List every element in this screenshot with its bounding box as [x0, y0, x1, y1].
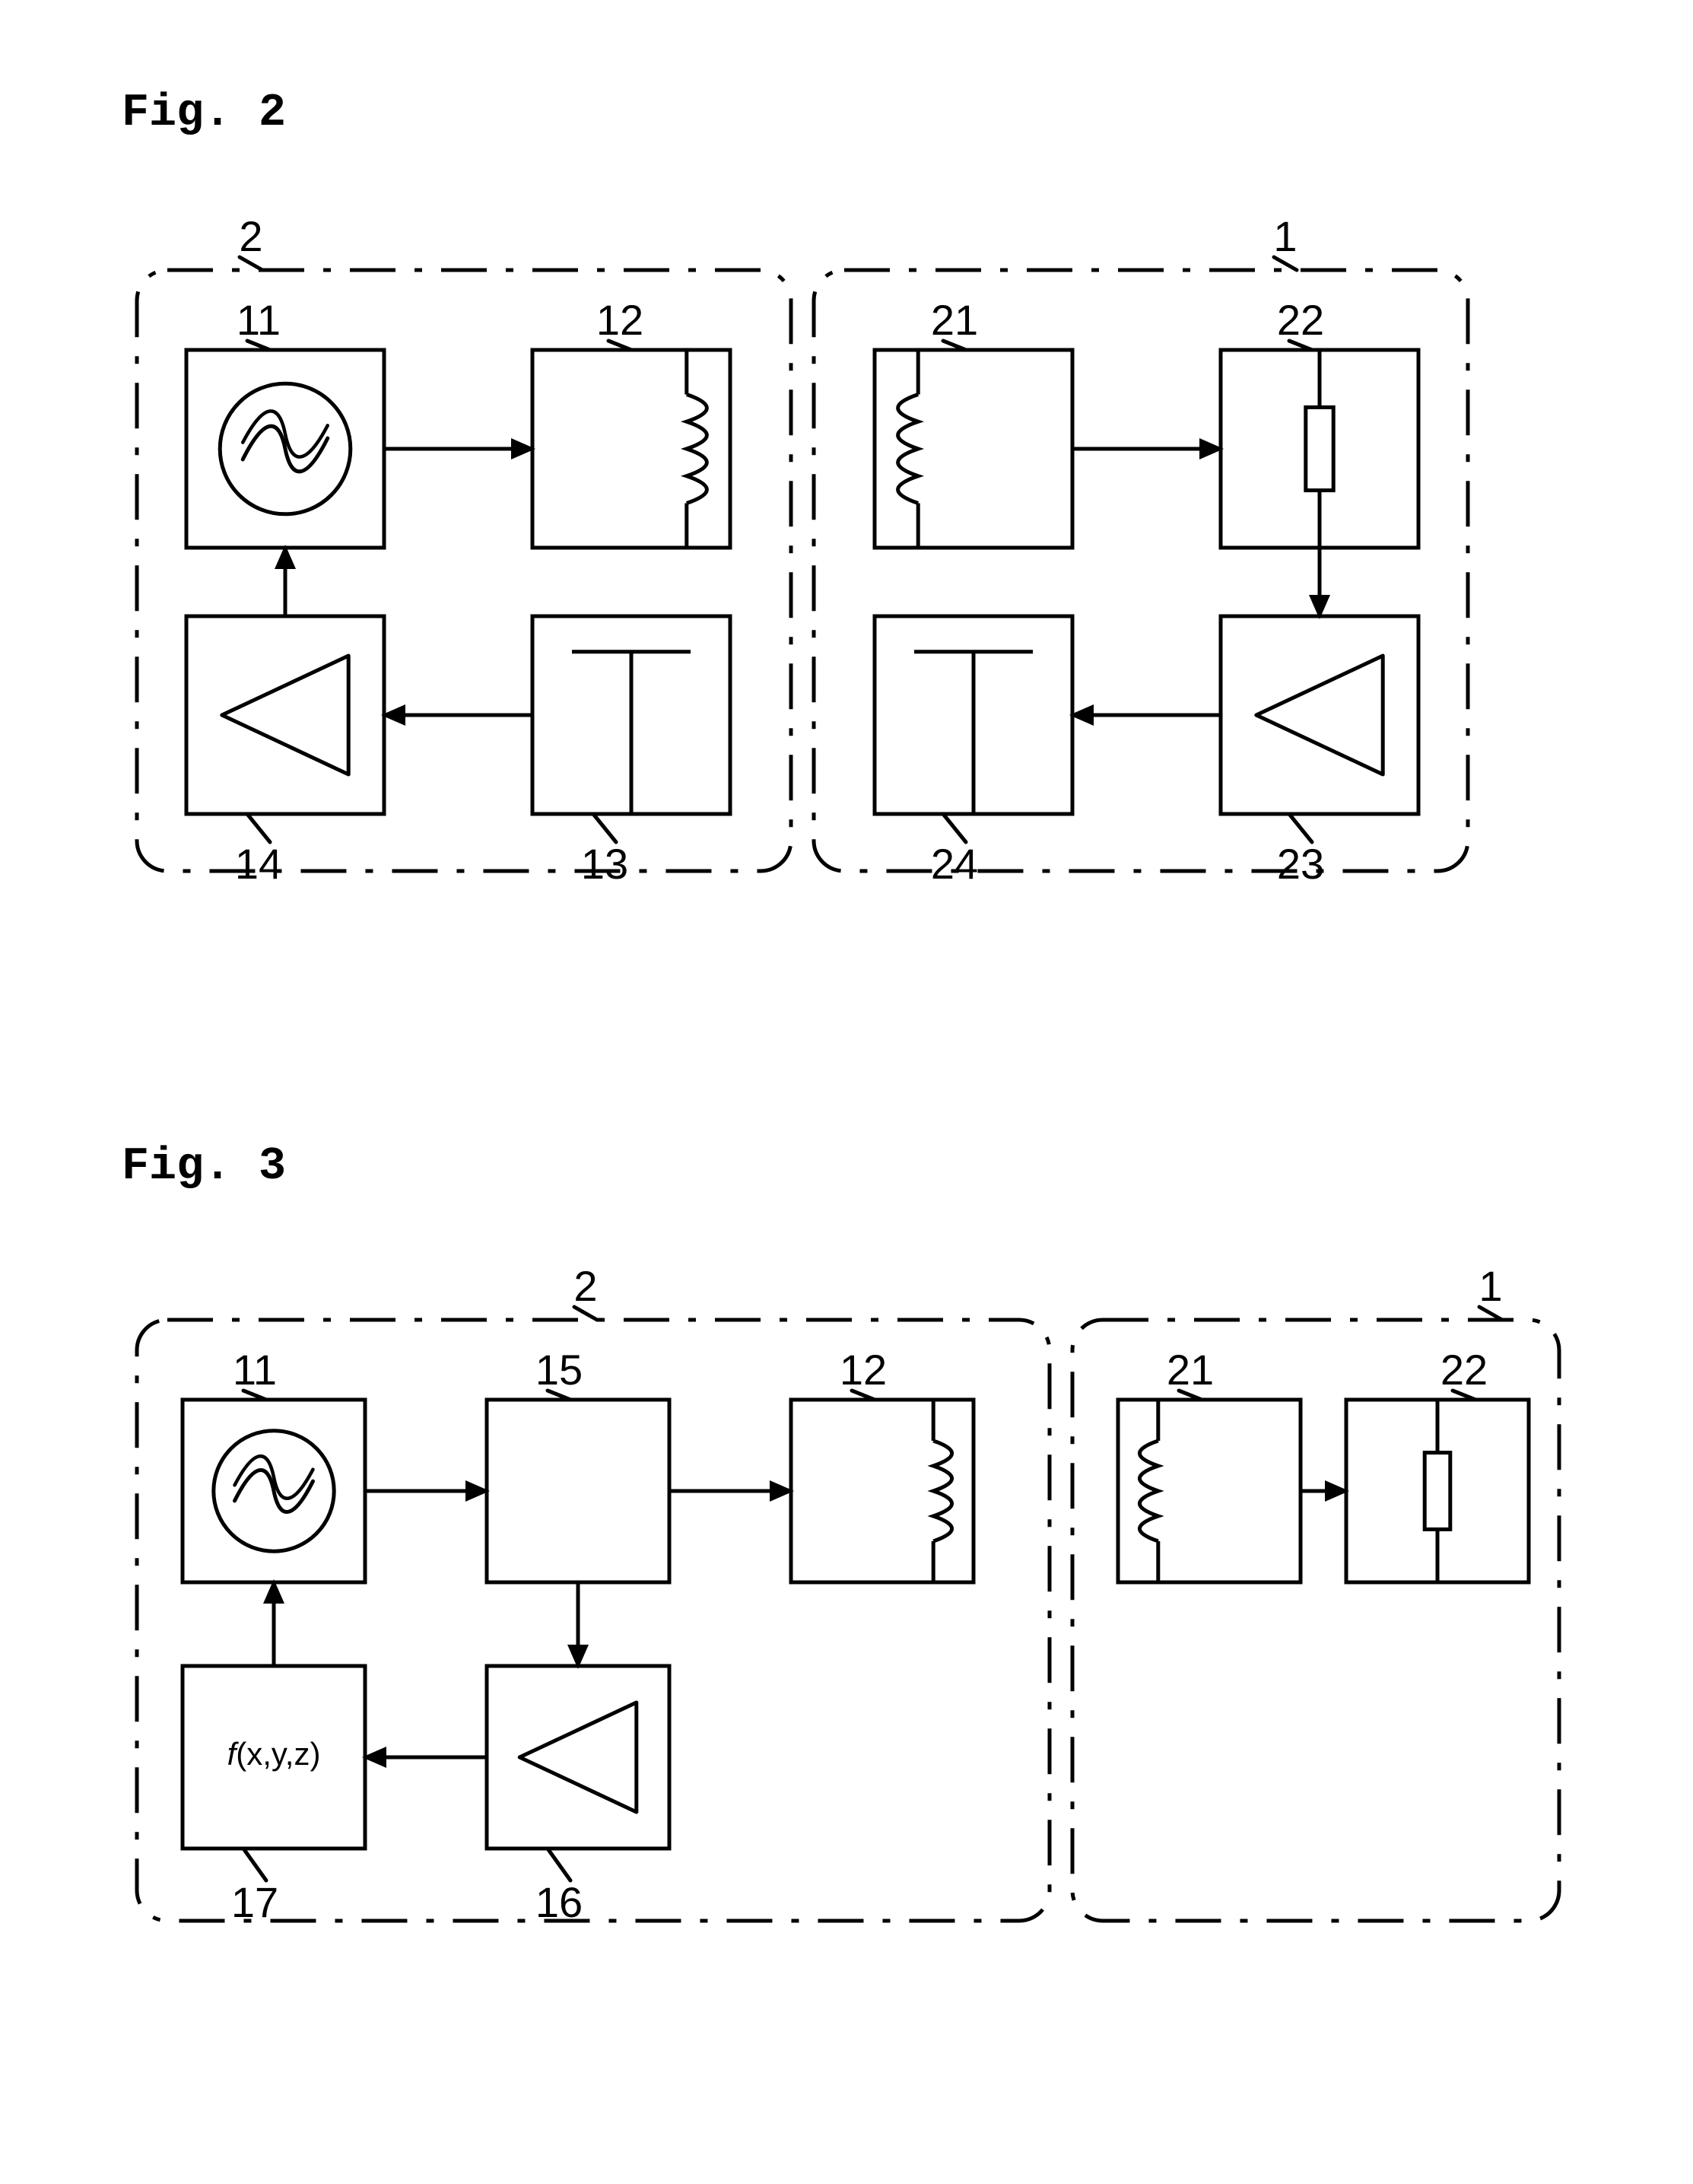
node-label-12: 12 — [840, 1346, 887, 1394]
node-21 — [1118, 1400, 1301, 1582]
group-label-1: 1 — [1479, 1262, 1502, 1310]
node-label-16: 16 — [535, 1878, 583, 1926]
node-label-14: 14 — [235, 840, 282, 888]
node-label-11: 11 — [237, 296, 281, 344]
node-label-12: 12 — [596, 296, 643, 344]
node-15 — [487, 1400, 669, 1582]
node-14 — [186, 616, 384, 814]
node-21 — [875, 350, 1072, 548]
fxyz-text: f(x,y,z) — [227, 1736, 321, 1772]
node-16 — [487, 1666, 669, 1849]
node-label-17: 17 — [231, 1878, 278, 1926]
node-12 — [791, 1400, 974, 1582]
node-label-11: 11 — [233, 1346, 277, 1394]
diagram-canvas: 21111213142122232421f(x,y,z)111215161721… — [0, 0, 1693, 2184]
page: Fig. 2 Fig. 3 21111213142122232421f(x,y,… — [0, 0, 1693, 2184]
node-23 — [1221, 616, 1418, 814]
group-label-1: 1 — [1273, 212, 1297, 260]
node-label-24: 24 — [931, 840, 978, 888]
node-label-21: 21 — [1167, 1346, 1214, 1394]
node-label-22: 22 — [1277, 296, 1324, 344]
node-label-21: 21 — [931, 296, 978, 344]
label-tick — [548, 1849, 570, 1880]
group-label-2: 2 — [239, 212, 262, 260]
node-label-13: 13 — [581, 840, 628, 888]
label-tick — [247, 814, 270, 842]
group-label-2: 2 — [573, 1262, 597, 1310]
label-tick — [243, 1849, 266, 1880]
node-12 — [532, 350, 730, 548]
label-tick — [593, 814, 616, 842]
node-label-23: 23 — [1277, 840, 1324, 888]
node-label-15: 15 — [535, 1346, 583, 1394]
label-tick — [1289, 814, 1312, 842]
label-tick — [943, 814, 966, 842]
node-label-22: 22 — [1440, 1346, 1488, 1394]
